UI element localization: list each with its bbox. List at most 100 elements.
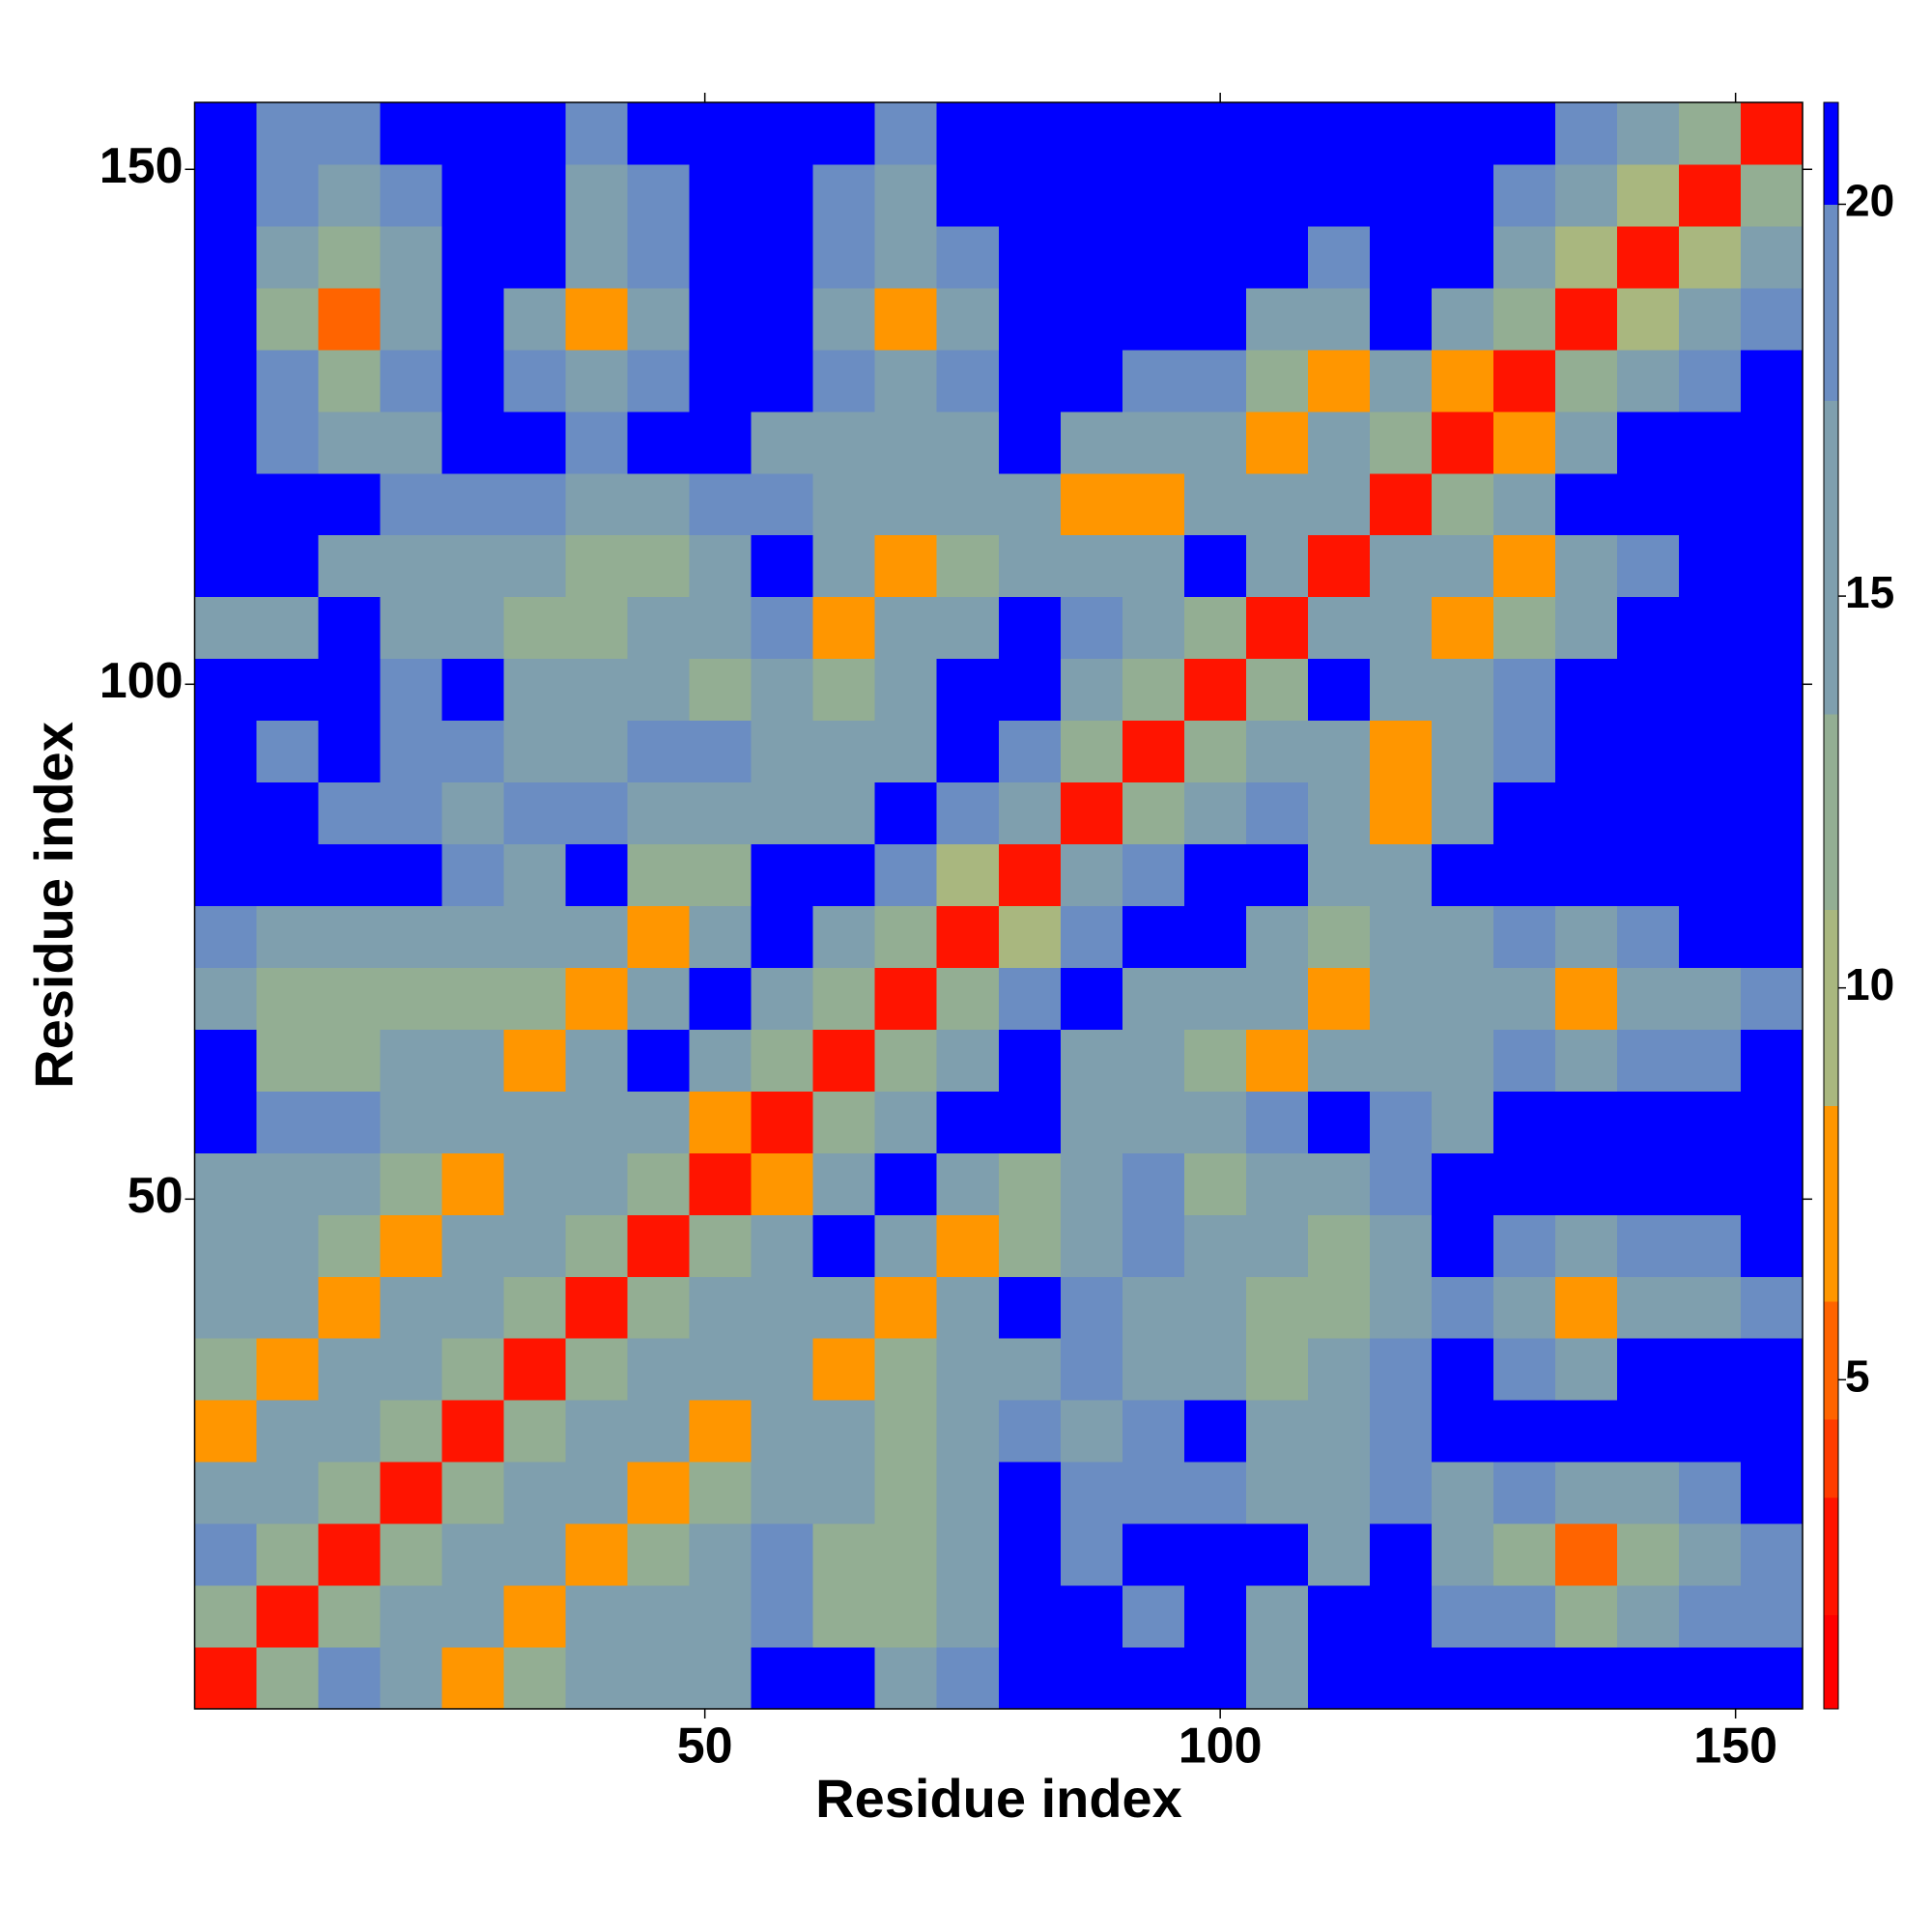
heatmap-cell bbox=[380, 1338, 443, 1401]
heatmap-cell bbox=[936, 1276, 1000, 1339]
heatmap-cell bbox=[689, 534, 753, 598]
heatmap-cell bbox=[318, 720, 382, 783]
heatmap-cell bbox=[1060, 472, 1123, 536]
heatmap-cell bbox=[1678, 472, 1742, 536]
heatmap-cell bbox=[1183, 163, 1247, 227]
heatmap-cell bbox=[194, 1400, 258, 1463]
heatmap-cell bbox=[1245, 1029, 1309, 1092]
heatmap-cell bbox=[1554, 1091, 1618, 1153]
heatmap-cell bbox=[256, 1091, 320, 1153]
heatmap-cell bbox=[194, 781, 258, 845]
heatmap-cell bbox=[627, 658, 691, 722]
heatmap-cell bbox=[1060, 1276, 1123, 1339]
heatmap-cell bbox=[689, 163, 753, 227]
heatmap-cell bbox=[194, 225, 258, 289]
heatmap-cell bbox=[565, 163, 629, 227]
heatmap-cell bbox=[194, 411, 258, 474]
heatmap-cell bbox=[998, 967, 1062, 1030]
heatmap-cell bbox=[1616, 1029, 1680, 1092]
heatmap-cell bbox=[751, 658, 814, 722]
heatmap-cell bbox=[503, 472, 567, 536]
heatmap-cell bbox=[874, 472, 938, 536]
heatmap-cell bbox=[1183, 1400, 1247, 1463]
heatmap-cell bbox=[998, 163, 1062, 227]
heatmap-cell bbox=[1307, 596, 1371, 660]
heatmap-cell bbox=[998, 1523, 1062, 1586]
heatmap-cell bbox=[1060, 225, 1123, 289]
heatmap-cell bbox=[689, 1338, 753, 1401]
heatmap-cell bbox=[1245, 596, 1309, 660]
heatmap-cell bbox=[194, 287, 258, 351]
heatmap-cell bbox=[503, 1338, 567, 1401]
heatmap-cell bbox=[1678, 411, 1742, 474]
heatmap-cell bbox=[1307, 1276, 1371, 1339]
heatmap-cell bbox=[1616, 1214, 1680, 1277]
heatmap-cell bbox=[689, 411, 753, 474]
heatmap-cell bbox=[874, 1152, 938, 1215]
heatmap-cell bbox=[441, 287, 505, 351]
heatmap-cell bbox=[441, 349, 505, 412]
colorbar-band bbox=[1824, 102, 1838, 205]
heatmap-cell bbox=[1616, 1091, 1680, 1153]
heatmap-cell bbox=[1122, 472, 1185, 536]
heatmap-cell bbox=[1122, 1462, 1185, 1524]
heatmap-cell bbox=[751, 225, 814, 289]
heatmap-cell bbox=[503, 1462, 567, 1524]
heatmap-cell bbox=[503, 658, 567, 722]
heatmap-cell bbox=[689, 225, 753, 289]
heatmap-cell bbox=[1740, 967, 1804, 1030]
heatmap-cell bbox=[936, 596, 1000, 660]
heatmap-cell bbox=[565, 1462, 629, 1524]
heatmap-cell bbox=[998, 720, 1062, 783]
heatmap-cell bbox=[1122, 1214, 1185, 1277]
heatmap-cell bbox=[1183, 1152, 1247, 1215]
heatmap-cell bbox=[380, 163, 443, 227]
heatmap-cell bbox=[503, 1523, 567, 1586]
heatmap-cell bbox=[194, 1214, 258, 1277]
heatmap-cell bbox=[689, 1091, 753, 1153]
heatmap-cell bbox=[1678, 1400, 1742, 1463]
x-tick-label: 50 bbox=[677, 1719, 733, 1775]
heatmap-cell bbox=[565, 843, 629, 906]
heatmap-cell bbox=[1616, 720, 1680, 783]
heatmap-cell bbox=[1492, 163, 1556, 227]
heatmap-cell bbox=[1678, 720, 1742, 783]
heatmap-cell bbox=[1060, 1585, 1123, 1648]
heatmap-cell bbox=[751, 349, 814, 412]
heatmap-cell bbox=[256, 658, 320, 722]
heatmap-cell bbox=[1492, 225, 1556, 289]
heatmap-cell bbox=[1060, 1029, 1123, 1092]
heatmap-cell bbox=[689, 596, 753, 660]
heatmap-cell bbox=[1616, 1585, 1680, 1648]
heatmap-cell bbox=[1369, 1091, 1433, 1153]
heatmap-cell bbox=[194, 1523, 258, 1586]
heatmap-cell bbox=[1678, 596, 1742, 660]
heatmap-cell bbox=[1740, 1338, 1804, 1401]
heatmap-cell bbox=[318, 905, 382, 968]
heatmap-cell bbox=[936, 843, 1000, 906]
heatmap-cell bbox=[1492, 411, 1556, 474]
heatmap-cell bbox=[503, 781, 567, 845]
heatmap-cell bbox=[689, 1152, 753, 1215]
heatmap-cell bbox=[812, 1462, 876, 1524]
heatmap-cell bbox=[194, 1585, 258, 1648]
heatmap-cell bbox=[194, 534, 258, 598]
heatmap-cell bbox=[812, 1338, 876, 1401]
heatmap-cell bbox=[503, 411, 567, 474]
heatmap-cell bbox=[1431, 1338, 1494, 1401]
heatmap-cell bbox=[689, 1029, 753, 1092]
colorbar-band bbox=[1824, 204, 1838, 401]
heatmap-cell bbox=[1431, 163, 1494, 227]
heatmap-cell bbox=[441, 1029, 505, 1092]
heatmap-cell bbox=[998, 1091, 1062, 1153]
heatmap-cell bbox=[441, 534, 505, 598]
heatmap-cell bbox=[380, 1647, 443, 1710]
heatmap-cell bbox=[256, 1152, 320, 1215]
x-axis-title: Residue index bbox=[815, 1768, 1182, 1829]
heatmap-cell bbox=[1245, 225, 1309, 289]
heatmap-cell bbox=[194, 658, 258, 722]
heatmap-cell bbox=[1431, 1091, 1494, 1153]
heatmap-cell bbox=[627, 1523, 691, 1586]
colorbar-band bbox=[1824, 909, 1838, 1106]
heatmap-cell bbox=[441, 1338, 505, 1401]
